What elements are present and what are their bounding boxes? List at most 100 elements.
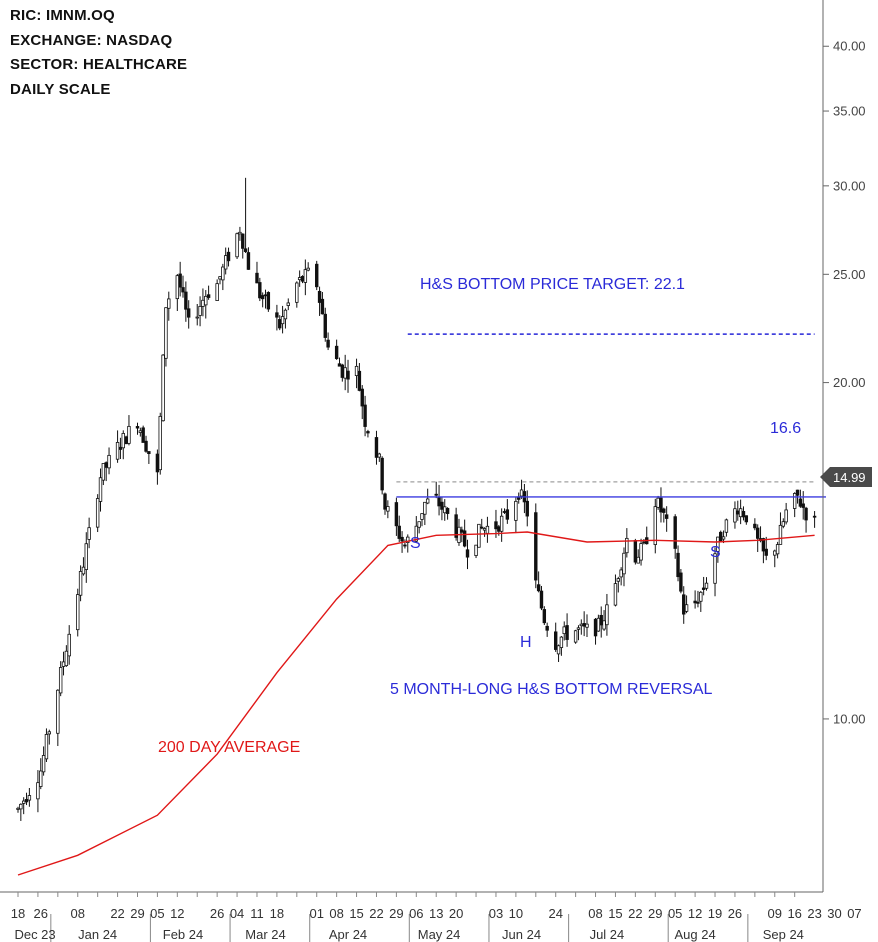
candle [642,539,646,545]
candle [36,770,40,813]
candle [719,530,723,543]
candle [263,289,268,309]
candle [639,538,643,566]
candle [394,497,399,536]
candle [445,507,450,520]
candle [56,689,60,747]
candle [539,585,544,611]
candle [215,279,219,301]
candle [465,539,470,570]
y-tick-label: 10.00 [833,711,866,726]
x-month-label: Jul 24 [590,927,625,942]
candle [536,571,541,593]
candle [798,489,803,508]
last-price-tag [820,467,872,487]
candle [360,385,364,420]
candle [161,353,165,422]
candle [662,507,666,523]
candle [414,516,418,543]
candle [124,435,128,445]
candle [775,541,780,559]
candle [164,307,168,367]
y-tick-label: 25.00 [833,267,866,282]
candle [255,261,259,284]
ric-label: RIC: IMNM.OQ [10,7,115,24]
candle [605,593,609,636]
candle [81,557,86,576]
candle [622,547,626,587]
candle [334,339,339,360]
x-day-label: 09 [768,906,782,921]
candle [519,479,524,499]
sector-label: SECTOR: HEALTHCARE [10,56,188,73]
candle [95,494,100,533]
candle [141,425,145,443]
candle [266,291,271,312]
candle [343,354,347,391]
scale-label: DAILY SCALE [10,80,111,98]
candle [792,492,797,518]
x-month-label: Mar 24 [245,927,285,942]
x-day-label: 07 [847,906,861,921]
x-day-label: 18 [270,906,284,921]
candle [744,515,749,525]
candle [696,590,700,608]
candle [596,614,601,632]
candle [44,728,49,763]
candle [138,427,143,437]
candle [226,247,231,267]
x-day-label: 01 [309,906,323,921]
x-month-label: Jun 24 [502,927,541,942]
candle [206,285,211,300]
candle [221,263,225,291]
candle [593,617,598,645]
candle [673,514,677,559]
candle [756,524,760,552]
x-day-label: 22 [110,906,124,921]
candle [738,499,743,525]
candle [440,496,444,521]
candle [616,576,620,593]
candle [218,276,222,285]
candle [184,281,188,322]
candle [283,308,288,329]
x-day-label: 26 [210,906,224,921]
x-day-label: 22 [628,906,642,921]
x-day-label: 26 [34,906,48,921]
candle [155,449,160,485]
candle [619,567,623,586]
x-day-label: 19 [708,906,722,921]
candle [323,307,327,342]
candle [599,606,603,638]
candle [773,549,777,568]
x-day-label: 06 [409,906,423,921]
instrument-info: RIC: IMNM.OQ EXCHANGE: NASDAQ SECTOR: HE… [10,4,187,102]
candle [121,430,125,460]
candle [679,569,683,594]
candle [434,481,438,499]
candle [645,526,649,545]
candle [693,590,697,609]
x-day-label: 12 [688,906,702,921]
x-day-label: 05 [150,906,164,921]
candle [659,487,663,523]
candle [58,661,63,697]
candle [98,468,103,512]
candle [303,259,308,296]
candle [403,539,407,549]
candle [462,519,467,548]
candle [801,491,805,520]
candle [64,645,69,667]
candle [67,625,71,665]
y-tick-label: 40.00 [833,39,866,54]
candle [482,527,487,537]
x-day-label: 15 [608,906,622,921]
candle [676,545,680,582]
candle [423,501,427,526]
candle [87,517,91,549]
candle [573,629,578,644]
candle [340,363,345,382]
candle [406,534,410,553]
candle [235,232,239,259]
